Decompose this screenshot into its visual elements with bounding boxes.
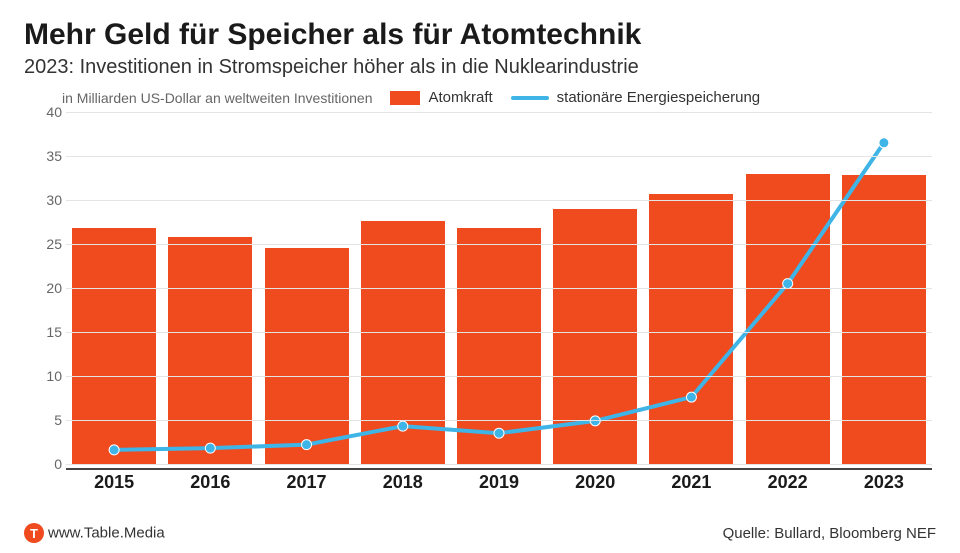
grid-line: [66, 420, 932, 421]
y-tick-label: 20: [28, 280, 62, 296]
line-swatch: [511, 96, 549, 100]
x-tick-label: 2016: [168, 470, 252, 492]
y-axis-labels: 0510152025303540: [28, 112, 62, 464]
x-tick-label: 2023: [842, 470, 926, 492]
chart-footer: Twww.Table.Media Quelle: Bullard, Bloomb…: [24, 523, 936, 543]
line-marker: [398, 421, 408, 431]
bar-swatch: [390, 91, 420, 105]
brand-url: www.Table.Media: [48, 525, 165, 542]
brand-logo-icon: T: [24, 523, 44, 543]
grid-line: [66, 112, 932, 113]
y-tick-label: 10: [28, 368, 62, 384]
chart-plot-area: 0510152025303540 20152016201720182019202…: [28, 112, 932, 492]
y-tick-label: 0: [28, 456, 62, 472]
grid-line: [66, 332, 932, 333]
y-tick-label: 30: [28, 192, 62, 208]
y-tick-label: 25: [28, 236, 62, 252]
line-marker: [686, 392, 696, 402]
line-series: [114, 143, 884, 450]
line-marker: [879, 138, 889, 148]
x-tick-label: 2021: [649, 470, 733, 492]
grid-line: [66, 288, 932, 289]
legend-row: in Milliarden US-Dollar an weltweiten In…: [24, 89, 936, 106]
chart-subtitle: 2023: Investitionen in Stromspeicher höh…: [24, 56, 936, 79]
source-label: Quelle: Bullard, Bloomberg NEF: [723, 525, 936, 542]
grid-line: [66, 244, 932, 245]
y-tick-label: 5: [28, 412, 62, 428]
chart-title: Mehr Geld für Speicher als für Atomtechn…: [24, 18, 936, 52]
grid-line: [66, 464, 932, 465]
x-tick-label: 2019: [457, 470, 541, 492]
line-marker: [494, 428, 504, 438]
y-tick-label: 15: [28, 324, 62, 340]
x-tick-label: 2018: [361, 470, 445, 492]
x-axis-labels: 2015 2016 2017 2018 2019 2020 2021 2022 2023: [66, 468, 932, 492]
line-marker: [205, 443, 215, 453]
x-tick-label: 2015: [72, 470, 156, 492]
grid-line: [66, 156, 932, 157]
brand: Twww.Table.Media: [24, 523, 165, 543]
line-marker: [109, 445, 119, 455]
grid-line: [66, 200, 932, 201]
legend-bar: Atomkraft: [390, 89, 492, 106]
line-marker: [302, 440, 312, 450]
plot-region: [66, 112, 932, 464]
x-tick-label: 2022: [746, 470, 830, 492]
grid-line: [66, 376, 932, 377]
x-tick-label: 2017: [265, 470, 349, 492]
legend-bar-label: Atomkraft: [428, 89, 492, 106]
x-tick-label: 2020: [553, 470, 637, 492]
legend-line-label: stationäre Energiespeicherung: [557, 89, 760, 106]
y-axis-unit-label: in Milliarden US-Dollar an weltweiten In…: [62, 90, 372, 106]
y-tick-label: 35: [28, 148, 62, 164]
legend-line: stationäre Energiespeicherung: [511, 89, 760, 106]
chart-container: Mehr Geld für Speicher als für Atomtechn…: [0, 0, 960, 553]
y-tick-label: 40: [28, 104, 62, 120]
